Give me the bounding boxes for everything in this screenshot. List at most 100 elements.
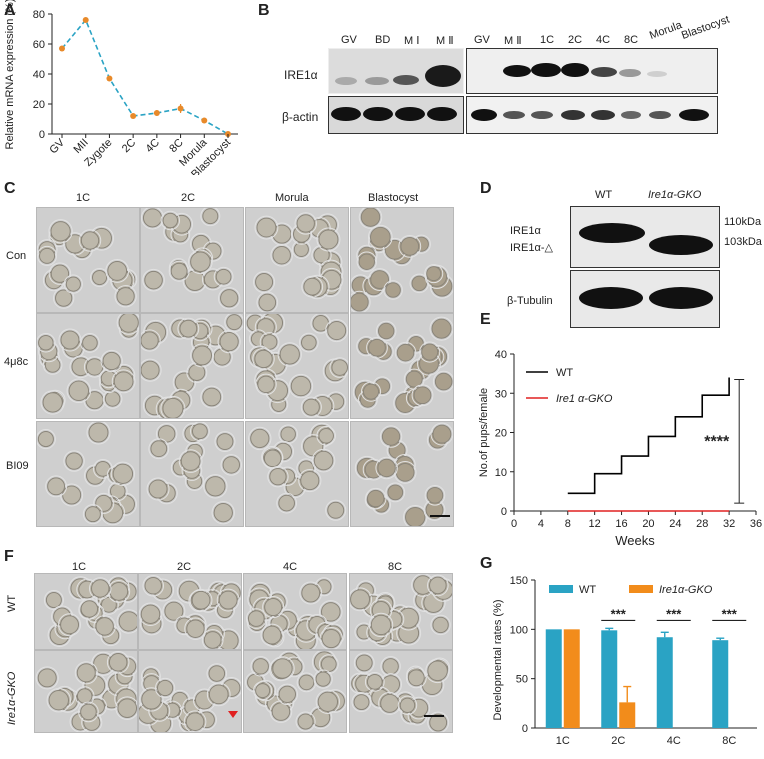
panel-c-micrograph: [350, 207, 454, 313]
chart-g-xtick-label: 2C: [611, 735, 625, 747]
panel-label-g: G: [480, 555, 493, 572]
panel-c-row-bi09: BI09: [6, 460, 29, 472]
chart-a-point: [59, 45, 65, 52]
micrograph-image: [141, 208, 241, 310]
chart-g-ylabel: Developmental rates (%): [492, 599, 504, 720]
micrograph-image: [37, 314, 139, 415]
panel-c-micrograph: [245, 207, 349, 313]
chart-e-ylabel: No.of pups/female: [478, 388, 490, 477]
micrograph-image: [245, 651, 346, 732]
blot-b-right-lane-1c: 1C: [540, 34, 555, 46]
micrograph-image: [352, 316, 453, 415]
chart-a: 0 20 40 60 80 Relative mRNA expression (%) GV M…: [4, 0, 238, 175]
chart-a-ytick-label: 80: [33, 9, 45, 21]
blot-b-left-lane-m: M Ⅰ: [404, 35, 420, 47]
blot-d-tubulin: [570, 270, 720, 328]
blot-b-right-lane-m: M Ⅱ: [504, 35, 522, 47]
panel-f-row-gko: Ire1α-GKO: [6, 671, 18, 725]
micrograph-image: [43, 575, 137, 647]
chart-a-point: [177, 105, 184, 112]
chart-a-xtick-label: 8C: [167, 137, 185, 155]
chart-e-xlabel: Weeks: [615, 533, 655, 548]
chart-e: 0 10 20 30 40 0 4 8 12 16 20 24 28 32 36 Weeks No.of pup…: [478, 349, 762, 548]
panel-d-size-110: 110kDa: [724, 216, 762, 228]
panel-c-micrograph: [140, 313, 244, 419]
chart-g-xtick-label: 1C: [556, 735, 570, 747]
blot-b-right-lane-morula: Morula: [647, 19, 684, 42]
chart-e-ytick-label: 0: [501, 506, 507, 518]
chart-g-xtick-label: 8C: [722, 735, 736, 747]
panel-f-micrograph: [349, 573, 453, 650]
panel-c-scale-bar: [430, 515, 450, 517]
chart-g-bar-wt: [545, 629, 562, 728]
chart-g-bar-ire1-gko: [619, 702, 636, 728]
chart-e-xtick-label: 12: [589, 518, 601, 530]
panel-d-band-label-delta: IRE1α-△: [510, 242, 553, 254]
blot-b-row-label-actin: β-actin: [282, 110, 319, 124]
chart-e-ytick-label: 10: [495, 467, 507, 479]
micrograph-image: [248, 422, 347, 521]
chart-e-xtick-label: 24: [669, 518, 681, 530]
chart-g-significance: ***: [611, 606, 627, 621]
panel-label-d: D: [480, 180, 492, 197]
panel-c-col-morula: Morula: [275, 192, 309, 204]
panel-d-lane-wt: WT: [595, 189, 613, 201]
panel-f-micrograph: [34, 573, 138, 650]
chart-e-xtick-label: 36: [750, 518, 762, 530]
blot-b-right-ire1a: [466, 48, 718, 94]
blot-b-row-label-ire1a: IRE1α: [284, 68, 318, 82]
chart-g-legend-label: WT: [579, 584, 596, 596]
blot-b-right-lane-gv: GV: [474, 34, 490, 46]
blot-b-right-actin: [466, 96, 718, 134]
chart-g-ytick-label: 50: [516, 674, 528, 686]
blot-b-left-actin: [328, 96, 464, 134]
panel-c-row-4u8c: 4μ8c: [4, 356, 29, 368]
panel-d-loading-label: β-Tubulin: [507, 295, 553, 307]
panel-label-b: B: [258, 2, 270, 19]
chart-a-xtick-label: 4C: [144, 137, 162, 155]
blot-b-left-lane-gv: GV: [341, 34, 357, 46]
chart-g-xtick-label: 4C: [667, 735, 681, 747]
chart-e-xtick-label: 0: [511, 518, 517, 530]
panel-c-micrograph: [350, 421, 454, 527]
chart-g: 0 50 100 150 Developmental rates (%) 1C 2C *** 4…: [492, 575, 757, 747]
blot-b-right-lane-2c: 2C: [568, 34, 583, 46]
chart-e-xtick-label: 28: [696, 518, 708, 530]
micrograph-image: [146, 422, 243, 525]
panel-f-col-1c: 1C: [72, 561, 87, 573]
chart-a-xtick-label: MII: [72, 137, 91, 156]
chart-a-ylabel: Relative mRNA expression (%): [4, 0, 16, 150]
blot-d-ire1a: [570, 206, 720, 268]
chart-g-legend-swatch: [549, 585, 573, 593]
panel-label-a: A: [4, 2, 16, 19]
panel-c-micrograph: [36, 207, 140, 313]
panel-c-micrograph: [140, 421, 244, 527]
chart-e-ytick-label: 30: [495, 388, 507, 400]
blot-b-right-lane-8c: 8C: [624, 34, 639, 46]
panel-c-micrograph: [140, 207, 244, 313]
chart-a-point: [130, 113, 137, 119]
panel-d-lane-gko: Ire1α-GKO: [648, 189, 702, 201]
panel-c-micrograph: [350, 313, 454, 419]
blot-b-right-lane-4c: 4C: [596, 34, 611, 46]
chart-e-legend-label: WT: [556, 367, 573, 379]
chart-a-point: [82, 17, 89, 23]
panel-c-micrograph: [245, 421, 349, 527]
panel-c-col-1c: 1C: [76, 192, 91, 204]
panel-c-micrograph: [245, 313, 349, 419]
panel-f-col-8c: 8C: [388, 561, 403, 573]
panel-f-micrograph: [243, 573, 347, 650]
micrograph-image: [354, 422, 453, 526]
micrograph-image: [350, 652, 451, 732]
chart-e-xtick-label: 16: [615, 518, 627, 530]
micrograph-image: [139, 663, 241, 732]
blot-b-right-lane-blastocyst: Blastocyst: [679, 13, 732, 42]
chart-e-xtick-label: 8: [565, 518, 571, 530]
chart-a-point: [201, 117, 208, 124]
micrograph-image: [351, 208, 453, 312]
panel-d-size-103: 103kDa: [724, 236, 762, 248]
chart-g-bar-wt: [601, 630, 618, 728]
chart-g-bar-wt: [712, 640, 729, 728]
panel-f-col-2c: 2C: [177, 561, 192, 573]
blot-b-left-lane-bd: BD: [375, 34, 391, 46]
